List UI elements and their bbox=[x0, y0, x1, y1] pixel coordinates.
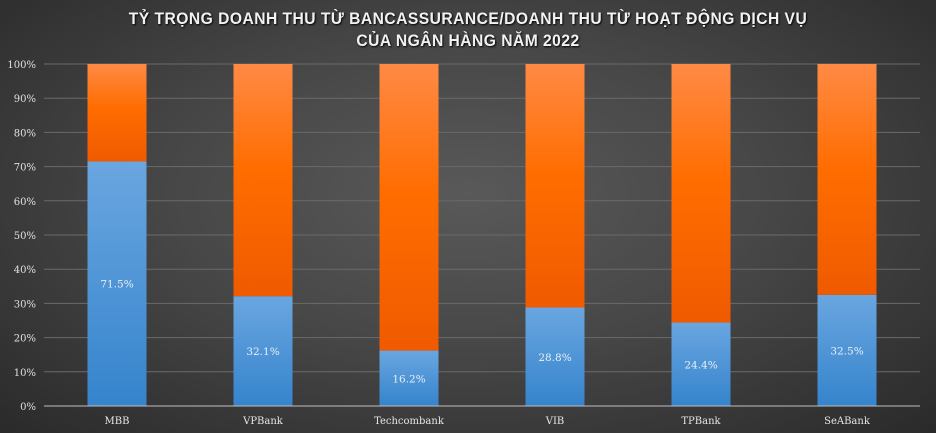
y-tick-label: 60% bbox=[14, 197, 36, 208]
x-tick-label: VIB bbox=[545, 416, 565, 427]
data-label: 24.4% bbox=[684, 359, 717, 371]
y-tick-label: 90% bbox=[14, 94, 36, 105]
data-label: 32.1% bbox=[246, 346, 279, 358]
bar-segment-bancassurance bbox=[525, 307, 585, 406]
bar-segment-remainder bbox=[671, 64, 731, 323]
y-tick-label: 100% bbox=[7, 60, 36, 71]
x-tick-label: Techcombank bbox=[374, 416, 445, 427]
data-label: 32.5% bbox=[830, 345, 863, 357]
y-tick-label: 10% bbox=[14, 368, 36, 379]
bar-segment-bancassurance bbox=[817, 294, 877, 406]
bar-segment-remainder bbox=[87, 64, 147, 162]
y-tick-label: 20% bbox=[14, 334, 36, 345]
x-tick-label: MBB bbox=[105, 416, 130, 427]
bar-segment-remainder bbox=[379, 64, 439, 351]
chart-title: TỶ TRỌNG DOANH THU TỪ BANCASSURANCE/DOAN… bbox=[37, 8, 898, 52]
y-tick-label: 40% bbox=[14, 265, 36, 276]
chart-title-line-1: TỶ TRỌNG DOANH THU TỪ BANCASSURANCE/DOAN… bbox=[128, 9, 808, 28]
bar-segment-remainder bbox=[525, 64, 585, 308]
y-tick-label: 70% bbox=[14, 163, 36, 174]
y-tick-label: 30% bbox=[14, 299, 36, 310]
data-label: 28.8% bbox=[538, 352, 571, 364]
bar-segment-bancassurance bbox=[379, 350, 439, 406]
y-tick-label: 50% bbox=[14, 231, 36, 242]
bar-segment-bancassurance bbox=[233, 296, 293, 406]
bar-segment-remainder bbox=[817, 64, 877, 295]
y-tick-label: 0% bbox=[20, 402, 36, 413]
bar-segment-bancassurance bbox=[87, 161, 147, 406]
data-label: 16.2% bbox=[392, 373, 425, 385]
x-tick-label: TPBank bbox=[681, 416, 721, 427]
bar-segment-remainder bbox=[233, 64, 293, 297]
bar-segment-bancassurance bbox=[671, 322, 731, 406]
chart-title-line-2: CỦA NGÂN HÀNG NĂM 2022 bbox=[356, 31, 580, 50]
y-tick-label: 80% bbox=[14, 128, 36, 139]
data-label: 71.5% bbox=[100, 279, 133, 291]
x-tick-label: SeABank bbox=[824, 416, 871, 427]
x-tick-label: VPBank bbox=[242, 416, 284, 427]
